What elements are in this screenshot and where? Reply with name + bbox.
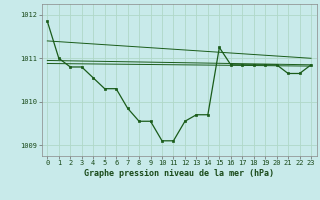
X-axis label: Graphe pression niveau de la mer (hPa): Graphe pression niveau de la mer (hPa) <box>84 169 274 178</box>
